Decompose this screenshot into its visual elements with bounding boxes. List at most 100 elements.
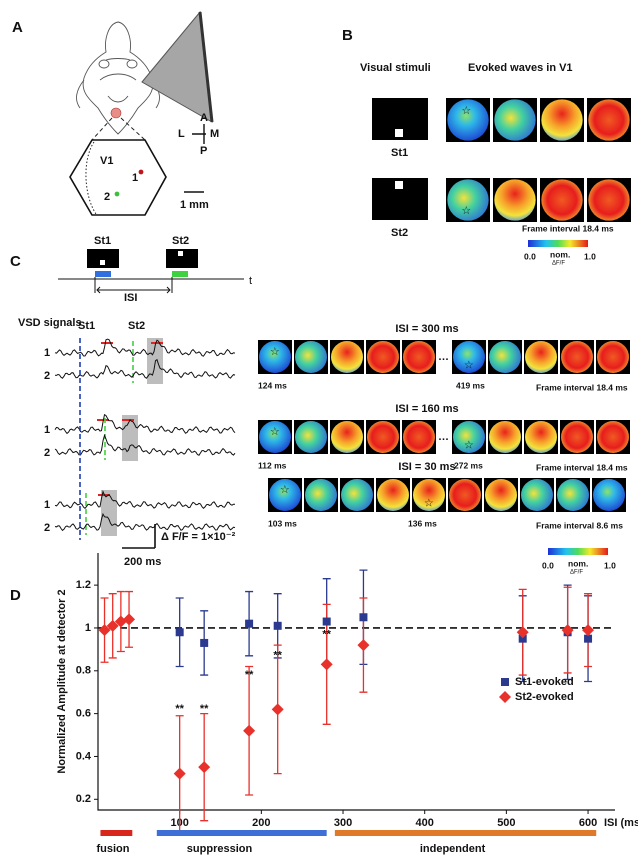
vsd-trace <box>54 433 236 456</box>
region-label: fusion <box>96 843 129 855</box>
y-axis-label: Normalized Amplitude at detector 2 <box>56 589 68 773</box>
frame-map <box>541 99 583 141</box>
stimulus-label: St2 <box>172 235 189 247</box>
marker <box>584 634 593 643</box>
marker <box>501 678 509 686</box>
colorbar <box>528 240 588 247</box>
scale-bars <box>122 524 156 549</box>
marker <box>273 621 282 630</box>
vsd-trace <box>54 338 236 357</box>
column-header: Visual stimuli <box>360 62 431 74</box>
significance: ** <box>200 703 209 715</box>
region-label: suppression <box>187 843 253 855</box>
zoom-lines <box>91 117 146 141</box>
frame-time: 272 ms <box>454 460 483 470</box>
x-tick-label: 400 <box>416 817 434 829</box>
frame-star: ☆ <box>280 484 290 496</box>
frame-map <box>597 341 629 373</box>
region-bar <box>334 830 597 836</box>
panel-label: A <box>12 19 23 36</box>
frame-map <box>447 179 489 221</box>
frame-map <box>295 421 327 453</box>
frame-map <box>489 341 521 373</box>
marker <box>98 624 111 637</box>
stimulus-spot <box>100 260 105 265</box>
column-header: Evoked waves in V1 <box>468 62 573 74</box>
y-tick-label: 0.2 <box>76 793 91 805</box>
x-tick-label: 500 <box>497 817 515 829</box>
imaging-field <box>69 139 167 216</box>
frame-time: 419 ms <box>456 380 485 390</box>
colorbar-label: 1.0 <box>584 251 596 261</box>
frame-map <box>561 341 593 373</box>
colorbar-label: nom. <box>550 249 570 259</box>
y-tick-label: 1.2 <box>76 579 91 591</box>
legend-label: St2-evoked <box>515 691 574 703</box>
detector-2 <box>114 191 120 197</box>
frame-map <box>305 479 337 511</box>
frame-map <box>525 421 557 453</box>
frame-map <box>403 341 435 373</box>
scale-label: 200 ms <box>124 556 161 568</box>
frame-time: 136 ms <box>408 518 437 528</box>
frame-map <box>588 179 630 221</box>
colorbar-label: 1.0 <box>604 560 616 570</box>
ellipsis: … <box>438 431 449 443</box>
vsd-trace <box>54 413 236 435</box>
marker <box>114 615 127 628</box>
traces: 1 2 1 2 1 2 <box>44 338 236 536</box>
vsd-trace <box>54 489 235 510</box>
compass <box>192 124 206 144</box>
marker <box>561 624 574 637</box>
frame-map <box>494 179 536 221</box>
mouse-sketch <box>76 21 160 135</box>
colorbar-label: nom. <box>568 558 588 568</box>
colorbar-label: 0.0 <box>524 251 536 261</box>
row-title: ISI = 160 ms <box>395 403 458 415</box>
colorbar-label: 0.0 <box>542 560 554 570</box>
x-tick-label: 200 <box>252 817 270 829</box>
frame-map <box>367 421 399 453</box>
frame-map <box>269 479 301 511</box>
stimulus-spot <box>395 181 403 189</box>
frame-star: ☆ <box>461 105 471 117</box>
frame-map <box>557 479 589 511</box>
marker <box>173 767 186 780</box>
detector-label: 1 <box>132 172 138 184</box>
frame-time: 103 ms <box>268 518 297 528</box>
frame-map <box>541 179 583 221</box>
axes <box>97 553 615 811</box>
marker <box>123 613 136 626</box>
frame-map <box>341 479 373 511</box>
y-tick-label: 0.8 <box>76 665 91 677</box>
frame-map <box>367 341 399 373</box>
analysis-window <box>122 415 138 461</box>
frame-map <box>449 479 481 511</box>
stimulus-spot <box>178 251 183 256</box>
colorbar-label: ΔF/F <box>552 261 565 267</box>
region-label: independent <box>420 843 486 855</box>
scale-label: Δ F/F = 1×10⁻² <box>161 531 236 543</box>
marker <box>245 619 254 628</box>
trace-stim-label: St1 <box>78 320 95 332</box>
scale-label: 1 mm <box>180 199 209 211</box>
frame-star: ☆ <box>464 359 474 371</box>
x-axis-label: ISI (ms) <box>604 817 638 829</box>
frame-interval: Frame interval 18.4 ms <box>522 223 614 233</box>
marker <box>175 628 184 637</box>
vsd-trace <box>54 358 236 379</box>
ellipsis: … <box>438 351 449 363</box>
detector-label: 2 <box>104 191 110 203</box>
frame-star: ☆ <box>424 497 434 509</box>
signals-label-text: VSD signals <box>18 317 82 329</box>
frame-map <box>295 341 327 373</box>
marker <box>271 703 284 716</box>
marker <box>582 624 595 637</box>
v1-spot <box>110 107 122 119</box>
screen-edge <box>198 11 214 123</box>
frame-map <box>447 99 489 141</box>
frame-map <box>489 421 521 453</box>
frame-map <box>413 479 445 511</box>
y-tick-label: 0.4 <box>76 750 92 762</box>
